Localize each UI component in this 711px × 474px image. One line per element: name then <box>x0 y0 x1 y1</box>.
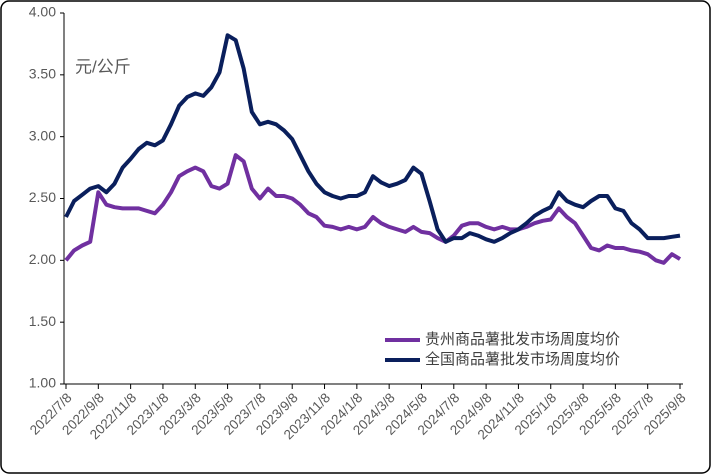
legend-label: 全国商品薯批发市场周度均价 <box>425 350 620 368</box>
y-tick-label: 1.00 <box>29 375 56 391</box>
y-tick-label: 2.00 <box>29 251 56 267</box>
y-tick-label: 2.50 <box>29 189 56 205</box>
series-line <box>64 33 681 244</box>
y-tick-label: 4.00 <box>29 4 56 20</box>
y-tick-label: 3.50 <box>29 66 56 82</box>
unit-annotation: 元/公斤 <box>75 57 131 76</box>
legend-label: 贵州商品薯批发市场周度均价 <box>425 331 620 348</box>
y-tick-label: 3.00 <box>29 127 56 143</box>
series-line <box>64 153 682 265</box>
y-tick-label: 1.50 <box>29 313 56 329</box>
